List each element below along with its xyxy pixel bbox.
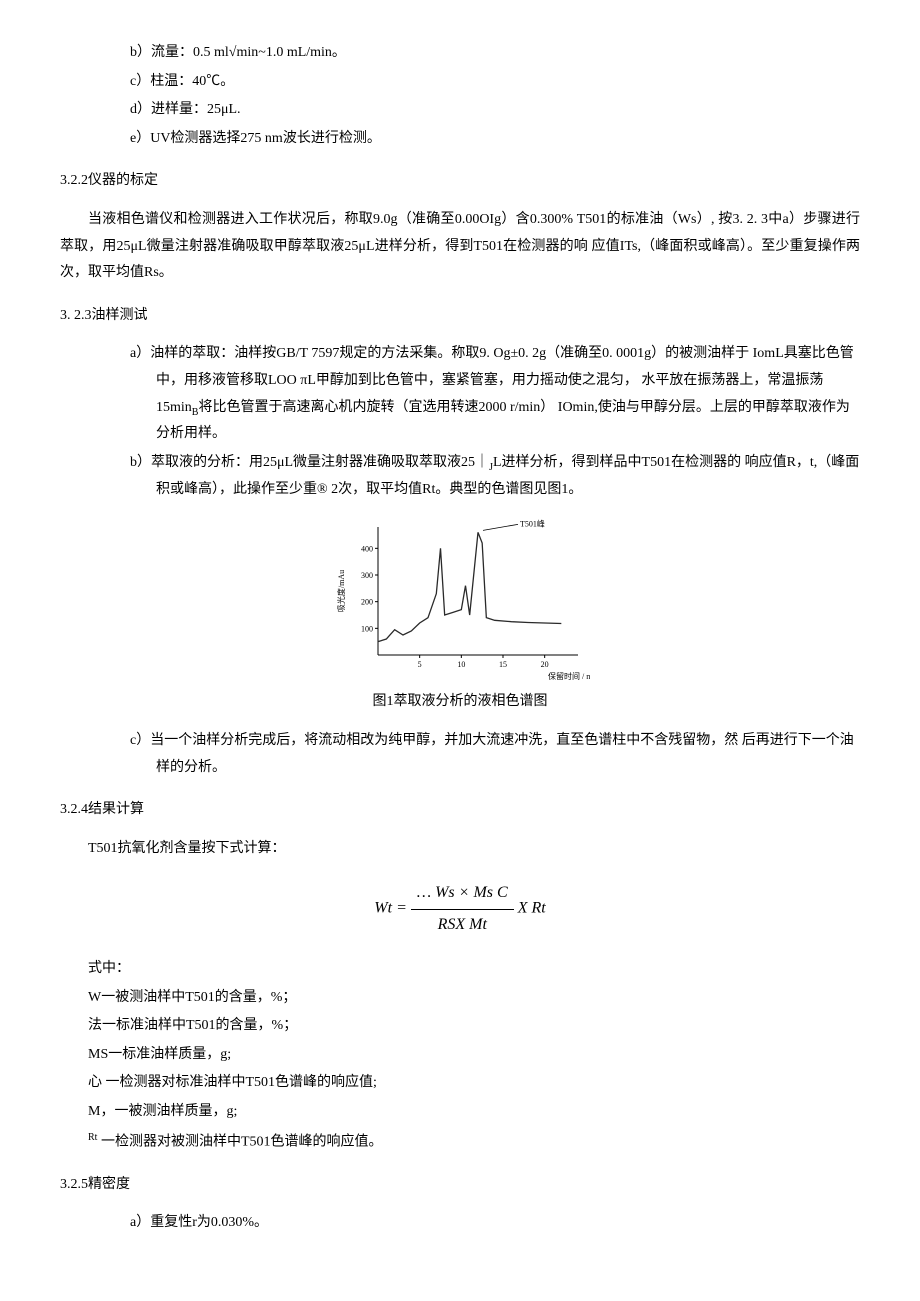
para-322: 当液相色谱仪和检测器进入工作状况后，称取9.0g（准确至0.00OIg）含0.3… [60,207,860,287]
formula: Wt = … Ws × Ms C RSX Mt X Rt [60,878,860,940]
item-323-a: a）油样的萃取：油样按GB/T 7597规定的方法采集。称取9. Og±0. 2… [130,341,860,448]
svg-text:10: 10 [457,660,465,669]
parameter-list: b）流量：0.5 ml√min~1.0 mL/min。 c）柱温：40℃。 d）… [60,40,860,152]
svg-text:100: 100 [361,625,373,634]
def-3: MS一标准油样质量，g; [60,1042,860,1069]
para-324-intro: T501抗氧化剂含量按下式计算： [60,836,860,863]
item-323-c: c）当一个油样分析完成后，将流动相改为纯甲醇，并加大流速冲洗，直至色谱柱中不含残… [130,728,860,781]
param-e: e）UV检测器选择275 nm波长进行检测。 [130,126,860,153]
list-325: a）重复性r为0.030%。 [60,1210,860,1237]
svg-text:15: 15 [499,660,507,669]
heading-323: 3. 2.3油样测试 [60,303,860,330]
figure-1-chart: 100 200 300 400 5 10 15 20 保留时间 / min 吸光度/mAu T501… [60,513,860,683]
svg-text:400: 400 [361,545,373,554]
formula-fraction: … Ws × Ms C RSX Mt [411,878,514,940]
defs-head: 式中： [60,956,860,983]
svg-text:T501峰: T501峰 [520,519,545,529]
definition-list: 式中： W一被测油样中T501的含量，%； 法一标准油样中T501的含量，%； … [60,956,860,1156]
formula-lhs: Wt = [374,900,407,917]
formula-denominator: RSX Mt [411,910,514,940]
formula-numerator: … Ws × Ms C [411,878,514,909]
param-c: c）柱温：40℃。 [130,69,860,96]
heading-325: 3.2.5精密度 [60,1172,860,1199]
item-323-b: b）萃取液的分析：用25μL微量注射器准确吸取萃取液25｜JL进样分析，得到样品… [130,450,860,503]
item-325-a: a）重复性r为0.030%。 [130,1210,860,1237]
chromatogram-svg: 100 200 300 400 5 10 15 20 保留时间 / min 吸光度/mAu T501… [330,513,590,683]
param-d: d）进样量：25μL. [130,97,860,124]
def-2: 法一标准油样中T501的含量，%； [60,1013,860,1040]
param-b: b）流量：0.5 ml√min~1.0 mL/min。 [130,40,860,67]
list-323-c: c）当一个油样分析完成后，将流动相改为纯甲醇，并加大流速冲洗，直至色谱柱中不含残… [60,728,860,781]
def-6-text: 一检测器对被测油样中T501色谱峰的响应值。 [97,1134,382,1149]
svg-text:200: 200 [361,598,373,607]
def-1: W一被测油样中T501的含量，%； [60,985,860,1012]
heading-324: 3.2.4结果计算 [60,797,860,824]
list-323: a）油样的萃取：油样按GB/T 7597规定的方法采集。称取9. Og±0. 2… [60,341,860,503]
def-6: Rt 一检测器对被测油样中T501色谱峰的响应值。 [60,1128,860,1156]
def-5: M，一被测油样质量，g; [60,1099,860,1126]
formula-rhs: X Rt [518,900,546,917]
figure-1-caption: 图1萃取液分析的液相色谱图 [60,689,860,716]
def-4: 心 一检测器对标准油样中T501色谱峰的响应值; [60,1070,860,1097]
svg-text:5: 5 [418,660,422,669]
item-323-a-text2: 将比色管置于高速离心机内旋转（宜选用转速2000 r/min） IOmin,使油… [156,400,850,442]
item-323-b-text1: b）萃取液的分析：用25μL微量注射器准确吸取萃取液25｜ [130,455,489,470]
svg-text:吸光度/mAu: 吸光度/mAu [336,570,346,612]
svg-text:20: 20 [541,660,549,669]
svg-text:300: 300 [361,571,373,580]
svg-text:保留时间 / min: 保留时间 / min [548,671,590,681]
heading-322: 3.2.2仪器的标定 [60,168,860,195]
